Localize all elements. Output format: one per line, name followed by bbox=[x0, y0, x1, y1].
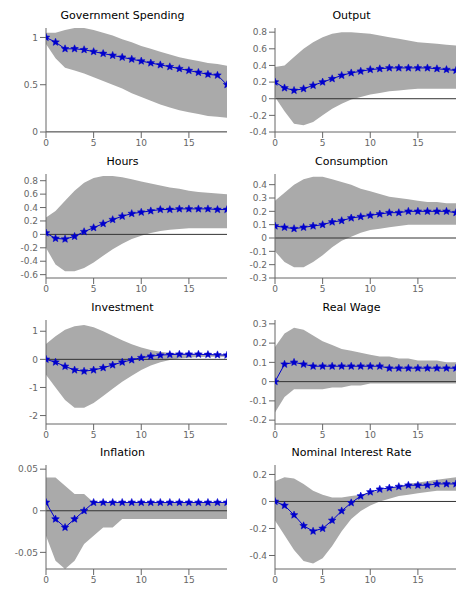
svg-text:-0.1: -0.1 bbox=[249, 246, 267, 256]
svg-text:0: 0 bbox=[43, 576, 49, 586]
svg-text:1: 1 bbox=[32, 33, 38, 43]
svg-text:0.8: 0.8 bbox=[253, 27, 268, 37]
svg-text:0.6: 0.6 bbox=[253, 44, 268, 54]
svg-text:-0.6: -0.6 bbox=[20, 270, 38, 280]
svg-text:15: 15 bbox=[183, 576, 194, 586]
svg-text:-0.2: -0.2 bbox=[249, 111, 267, 121]
svg-text:-0.4: -0.4 bbox=[249, 551, 267, 561]
html-text:Investment: Investment bbox=[91, 300, 154, 314]
svg-text:0: 0 bbox=[43, 430, 49, 440]
svg-text:0.6: 0.6 bbox=[24, 189, 39, 199]
svg-text:15: 15 bbox=[412, 284, 423, 294]
svg-text:0: 0 bbox=[32, 354, 38, 364]
svg-text:-0.2: -0.2 bbox=[249, 415, 267, 425]
svg-text:0.2: 0.2 bbox=[24, 216, 38, 226]
svg-text:10: 10 bbox=[365, 138, 377, 148]
svg-text:15: 15 bbox=[183, 284, 194, 294]
svg-text:0: 0 bbox=[261, 94, 267, 104]
svg-text:0.2: 0.2 bbox=[253, 77, 267, 87]
svg-text:0.4: 0.4 bbox=[253, 61, 268, 71]
svg-text:5: 5 bbox=[320, 138, 326, 148]
svg-text:-0.2: -0.2 bbox=[249, 524, 267, 534]
svg-text:10: 10 bbox=[365, 430, 377, 440]
svg-text:0.2: 0.2 bbox=[253, 470, 267, 480]
svg-text:0.4: 0.4 bbox=[24, 202, 39, 212]
svg-text:0: 0 bbox=[272, 430, 278, 440]
svg-text:5: 5 bbox=[91, 284, 97, 294]
html-text:Consumption: Consumption bbox=[315, 154, 388, 168]
svg-text:-2: -2 bbox=[29, 410, 38, 420]
svg-text:0.3: 0.3 bbox=[253, 319, 267, 329]
svg-text:-0.1: -0.1 bbox=[249, 396, 267, 406]
svg-text:0.3: 0.3 bbox=[253, 193, 267, 203]
svg-text:5: 5 bbox=[320, 430, 326, 440]
svg-text:0.2: 0.2 bbox=[253, 206, 267, 216]
svg-text:5: 5 bbox=[91, 138, 97, 148]
svg-text:-0.3: -0.3 bbox=[249, 273, 267, 283]
svg-text:0: 0 bbox=[261, 376, 267, 386]
svg-text:0: 0 bbox=[272, 138, 278, 148]
svg-text:10: 10 bbox=[365, 576, 377, 586]
html-text:Output: Output bbox=[332, 9, 371, 22]
svg-text:0: 0 bbox=[43, 284, 49, 294]
svg-text:0.1: 0.1 bbox=[253, 357, 267, 367]
svg-text:0: 0 bbox=[32, 229, 38, 239]
html-text:Hours: Hours bbox=[106, 154, 139, 168]
svg-text:-1: -1 bbox=[29, 382, 38, 392]
svg-text:10: 10 bbox=[136, 284, 148, 294]
svg-text:-0.2: -0.2 bbox=[20, 243, 38, 253]
svg-text:15: 15 bbox=[183, 430, 194, 440]
html-text:Inflation: Inflation bbox=[100, 446, 145, 460]
svg-text:15: 15 bbox=[412, 430, 423, 440]
svg-text:0.05: 0.05 bbox=[18, 465, 38, 475]
html-text:Nominal Interest Rate: Nominal Interest Rate bbox=[291, 446, 412, 460]
svg-text:15: 15 bbox=[412, 576, 423, 586]
svg-text:5: 5 bbox=[320, 576, 326, 586]
svg-text:0: 0 bbox=[261, 497, 267, 507]
svg-text:-0.4: -0.4 bbox=[20, 256, 38, 266]
svg-text:5: 5 bbox=[91, 430, 97, 440]
svg-text:0: 0 bbox=[32, 127, 38, 137]
html-text:Government Spending: Government Spending bbox=[60, 9, 185, 22]
svg-text:0.2: 0.2 bbox=[253, 338, 267, 348]
svg-text:-0.2: -0.2 bbox=[249, 260, 267, 270]
svg-text:10: 10 bbox=[365, 284, 377, 294]
svg-text:10: 10 bbox=[136, 430, 148, 440]
svg-text:10: 10 bbox=[136, 576, 148, 586]
svg-text:0.1: 0.1 bbox=[253, 220, 267, 230]
svg-text:5: 5 bbox=[91, 576, 97, 586]
svg-text:-0.05: -0.05 bbox=[15, 548, 38, 558]
svg-text:0.4: 0.4 bbox=[253, 180, 268, 190]
svg-text:0.5: 0.5 bbox=[24, 80, 38, 90]
svg-text:0: 0 bbox=[43, 138, 49, 148]
svg-text:-0.4: -0.4 bbox=[249, 127, 267, 137]
svg-text:0: 0 bbox=[272, 284, 278, 294]
svg-text:15: 15 bbox=[412, 138, 423, 148]
svg-text:0.8: 0.8 bbox=[24, 176, 39, 186]
svg-text:0: 0 bbox=[272, 576, 278, 586]
svg-text:15: 15 bbox=[183, 138, 194, 148]
svg-text:10: 10 bbox=[136, 138, 148, 148]
svg-text:1: 1 bbox=[32, 326, 38, 336]
html-text:Real Wage: Real Wage bbox=[322, 300, 381, 314]
svg-text:0: 0 bbox=[261, 233, 267, 243]
svg-text:0: 0 bbox=[32, 506, 38, 516]
svg-text:5: 5 bbox=[320, 284, 326, 294]
